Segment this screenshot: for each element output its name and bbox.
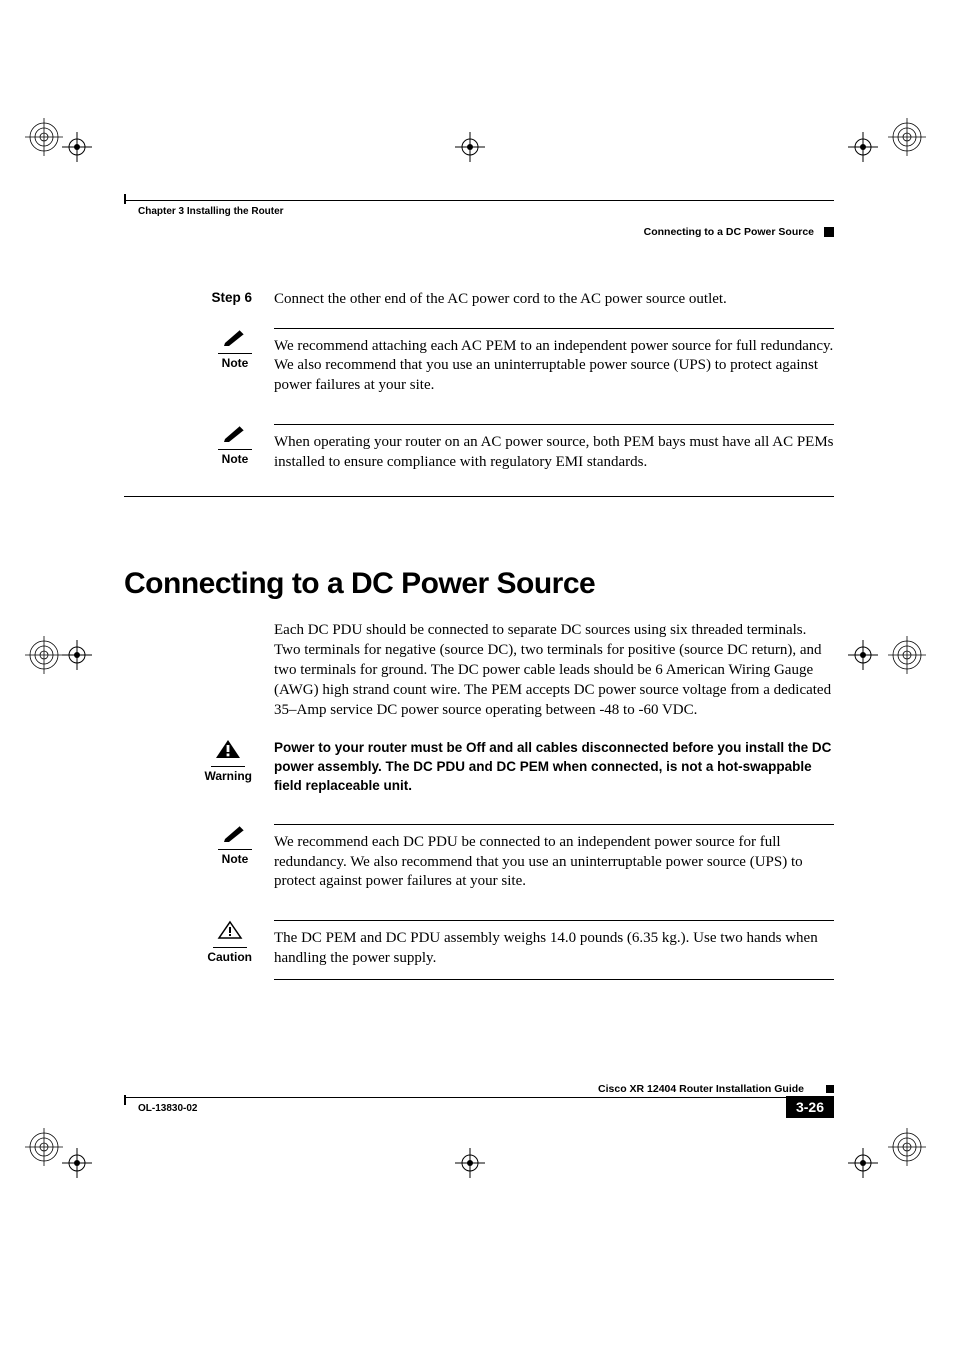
note-callout: Note We recommend each DC PDU be connect… — [124, 824, 834, 892]
reg-mark-icon — [888, 1128, 926, 1166]
callout-text: We recommend attaching each AC PEM to an… — [274, 337, 834, 396]
section-end-rule — [124, 496, 834, 497]
callout-rule — [274, 920, 834, 921]
footer-square-icon — [826, 1085, 834, 1093]
cross-mark-icon — [62, 132, 92, 162]
callout-text: Power to your router must be Off and all… — [274, 739, 834, 796]
cross-mark-icon — [848, 1148, 878, 1178]
cross-mark-icon — [848, 640, 878, 670]
callout-kind: Warning — [204, 769, 252, 783]
step-row: Step 6 Connect the other end of the AC p… — [124, 290, 834, 310]
callout-kind: Caution — [207, 950, 252, 964]
callout-kind: Note — [218, 852, 252, 866]
pencil-icon — [218, 424, 252, 450]
footer-tick — [124, 1095, 126, 1105]
callout-text: We recommend each DC PDU be connected to… — [274, 833, 834, 892]
warning-solid-icon — [211, 739, 245, 767]
intro-paragraph: Each DC PDU should be connected to separ… — [274, 621, 834, 721]
caution-callout: Caution The DC PEM and DC PDU assembly w… — [124, 920, 834, 980]
callout-text: When operating your router on an AC powe… — [274, 433, 834, 473]
callout-kind: Note — [218, 356, 252, 370]
header-tick — [124, 194, 126, 204]
callout-rule — [274, 424, 834, 425]
footer-guide-title: Cisco XR 12404 Router Installation Guide — [598, 1083, 804, 1095]
warning-outline-icon — [213, 920, 247, 948]
header-square-icon — [824, 227, 834, 237]
page-number: 3-26 — [786, 1096, 834, 1118]
warning-callout: Warning Power to your router must be Off… — [124, 739, 834, 796]
callout-rule — [274, 824, 834, 825]
pencil-icon — [218, 824, 252, 850]
cross-mark-icon — [455, 1148, 485, 1178]
callout-rule — [274, 979, 834, 980]
callout-rule — [274, 328, 834, 329]
running-header: Chapter 3 Installing the Router Connecti… — [124, 200, 834, 240]
pencil-icon — [218, 328, 252, 354]
footer-doc-number: OL-13830-02 — [138, 1103, 197, 1114]
cross-mark-icon — [848, 132, 878, 162]
callout-text: The DC PEM and DC PDU assembly weighs 14… — [274, 929, 834, 969]
callout-kind: Note — [218, 452, 252, 466]
note-callout: Note When operating your router on an AC… — [124, 424, 834, 473]
step-body: Connect the other end of the AC power co… — [274, 290, 834, 310]
note-callout: Note We recommend attaching each AC PEM … — [124, 328, 834, 396]
header-section-label: Connecting to a DC Power Source — [644, 226, 814, 238]
cross-mark-icon — [455, 132, 485, 162]
reg-mark-icon — [25, 118, 63, 156]
reg-mark-icon — [25, 636, 63, 674]
reg-mark-icon — [888, 636, 926, 674]
page-content: Chapter 3 Installing the Router Connecti… — [124, 200, 834, 980]
section-title: Connecting to a DC Power Source — [124, 567, 834, 601]
cross-mark-icon — [62, 640, 92, 670]
header-rule — [124, 200, 834, 201]
step-label: Step 6 — [124, 290, 274, 310]
cross-mark-icon — [62, 1148, 92, 1178]
footer-rule — [124, 1097, 834, 1098]
chapter-label: Chapter 3 Installing the Router — [138, 206, 284, 217]
reg-mark-icon — [888, 118, 926, 156]
reg-mark-icon — [25, 1128, 63, 1166]
